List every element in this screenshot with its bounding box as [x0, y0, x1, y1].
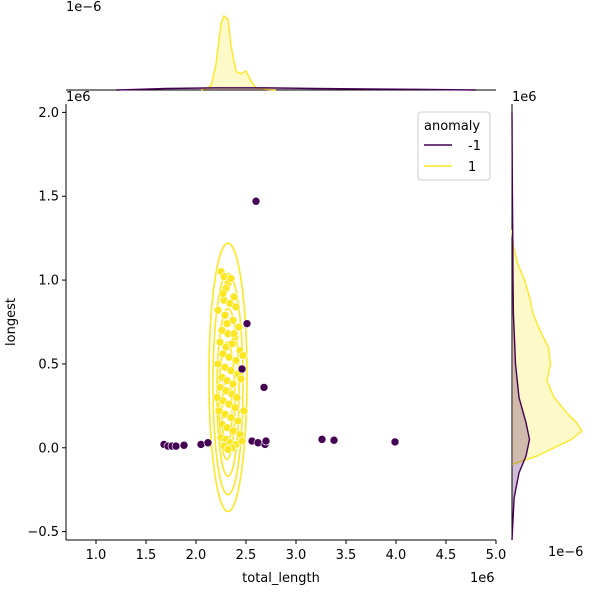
normal-point — [231, 356, 241, 365]
y-tick-label: 1.0 — [38, 274, 59, 289]
normal-point — [212, 393, 222, 402]
normal-point — [215, 337, 225, 347]
right-marginal-panel: 1e6 1e−6 — [511, 90, 583, 560]
normal-point — [218, 289, 228, 298]
right-marginal-fill-neg1 — [512, 112, 530, 541]
normal-point — [232, 393, 242, 402]
legend-frame — [417, 111, 491, 181]
x-tick-label: 4.5 — [436, 548, 457, 563]
normal-point — [231, 302, 241, 312]
right-marginal-offset-label: 1e−6 — [548, 545, 583, 560]
normal-point — [230, 403, 240, 412]
right-marginal-line-pos1 — [511, 229, 583, 466]
normal-point — [229, 329, 239, 339]
anomaly-point — [390, 437, 400, 447]
normal-point — [237, 436, 247, 446]
y-ticks: −0.5 0.0 0.5 1.0 1.5 2.0 — [27, 106, 66, 540]
x-ticks: 1.0 1.5 2.0 2.5 3.0 3.5 4.0 4.5 5.0 — [86, 540, 507, 563]
right-marginal-fill-pos1 — [512, 229, 582, 465]
normal-point — [227, 339, 237, 349]
anomaly-point — [259, 383, 269, 392]
y-offset-label: 1e6 — [66, 90, 91, 105]
normal-point — [224, 352, 234, 362]
kde-contour-line — [216, 307, 240, 478]
x-tick-label: 4.0 — [386, 548, 407, 563]
normal-point — [223, 445, 233, 454]
y-tick-label: 0.5 — [38, 357, 59, 372]
legend-label-pos1: 1 — [468, 160, 476, 175]
anomaly-point — [251, 196, 261, 206]
x-tick-label: 2.0 — [186, 548, 207, 563]
normal-point — [222, 319, 232, 328]
top-marginal-line-neg1 — [115, 87, 477, 91]
anomaly-point — [237, 364, 247, 374]
anomaly-point — [171, 441, 181, 451]
top-marginal-panel: 1e−6 — [66, 0, 496, 91]
normal-point — [226, 274, 236, 283]
right-marginal-y-offset-label: 1e6 — [512, 90, 537, 105]
x-tick-label: 2.5 — [236, 548, 257, 563]
anomaly-point — [317, 435, 327, 444]
normal-point — [233, 416, 243, 426]
x-tick-label: 5.0 — [486, 548, 507, 563]
top-marginal-line-pos1 — [200, 14, 277, 91]
kde-contour-line — [212, 272, 244, 496]
x-offset-label: 1e6 — [470, 571, 495, 586]
normal-point — [226, 366, 236, 375]
anomaly-point — [329, 435, 339, 445]
normal-point — [213, 359, 223, 369]
top-marginal-offset-label: 1e−6 — [66, 0, 101, 15]
anomaly-point — [242, 319, 252, 328]
y-tick-label: 0.0 — [38, 441, 59, 456]
y-axis-label: longest — [4, 298, 19, 346]
anomaly-point — [203, 438, 213, 448]
right-marginal-line-neg1 — [511, 112, 531, 541]
scatter-points — [159, 196, 400, 454]
anomaly-point — [179, 440, 189, 450]
normal-point — [226, 413, 236, 422]
anomaly-point — [196, 440, 206, 449]
x-axis-label: total_length — [242, 571, 320, 586]
legend-label-neg1: -1 — [468, 139, 481, 154]
anomaly-point — [261, 436, 271, 446]
normal-point — [239, 406, 249, 416]
legend: anomaly -1 1 — [417, 111, 491, 181]
x-tick-label: 3.5 — [336, 548, 357, 563]
legend-title: anomaly — [424, 119, 480, 134]
kde-contour-line — [208, 242, 248, 513]
y-tick-label: 1.5 — [38, 190, 59, 205]
anomaly-point — [253, 438, 263, 448]
normal-point — [228, 426, 238, 436]
x-tick-label: 3.0 — [286, 548, 307, 563]
normal-point — [236, 374, 246, 384]
normal-point — [220, 310, 230, 320]
normal-point — [234, 322, 244, 332]
y-tick-label: −0.5 — [27, 525, 59, 540]
x-tick-label: 1.5 — [136, 548, 157, 563]
x-tick-label: 1.0 — [86, 548, 107, 563]
normal-point — [238, 351, 248, 360]
normal-point — [228, 379, 238, 389]
normal-point — [229, 292, 239, 302]
y-tick-label: 2.0 — [38, 106, 59, 121]
normal-point — [213, 305, 223, 315]
